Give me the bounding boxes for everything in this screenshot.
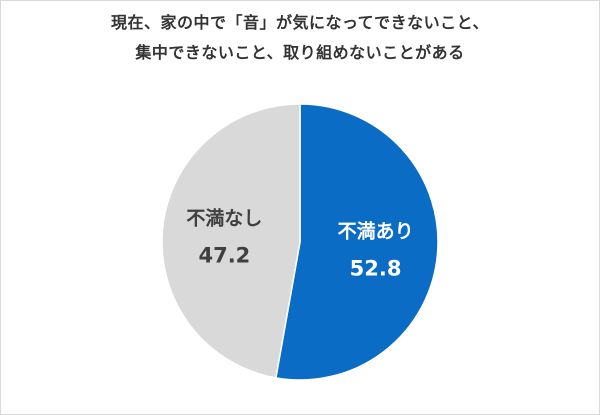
chart-title-line-2: 集中できないこと、取り組めないことがある (135, 43, 465, 62)
pie-slice-label-1: 不満なし (186, 207, 262, 229)
pie-slice-value-1: 47.2 (198, 243, 250, 267)
pie-slice-1 (161, 103, 301, 379)
chart-title: 現在、家の中で「音」が気になってできないこと、 集中できないこと、取り組めないこ… (0, 8, 600, 68)
pie-slice-label-0: 不満あり (338, 221, 414, 243)
pie-slice-0 (274, 103, 439, 381)
chart-title-line-1: 現在、家の中で「音」が気になってできないこと、 (110, 13, 490, 32)
pie-slice-value-0: 52.8 (350, 257, 402, 281)
